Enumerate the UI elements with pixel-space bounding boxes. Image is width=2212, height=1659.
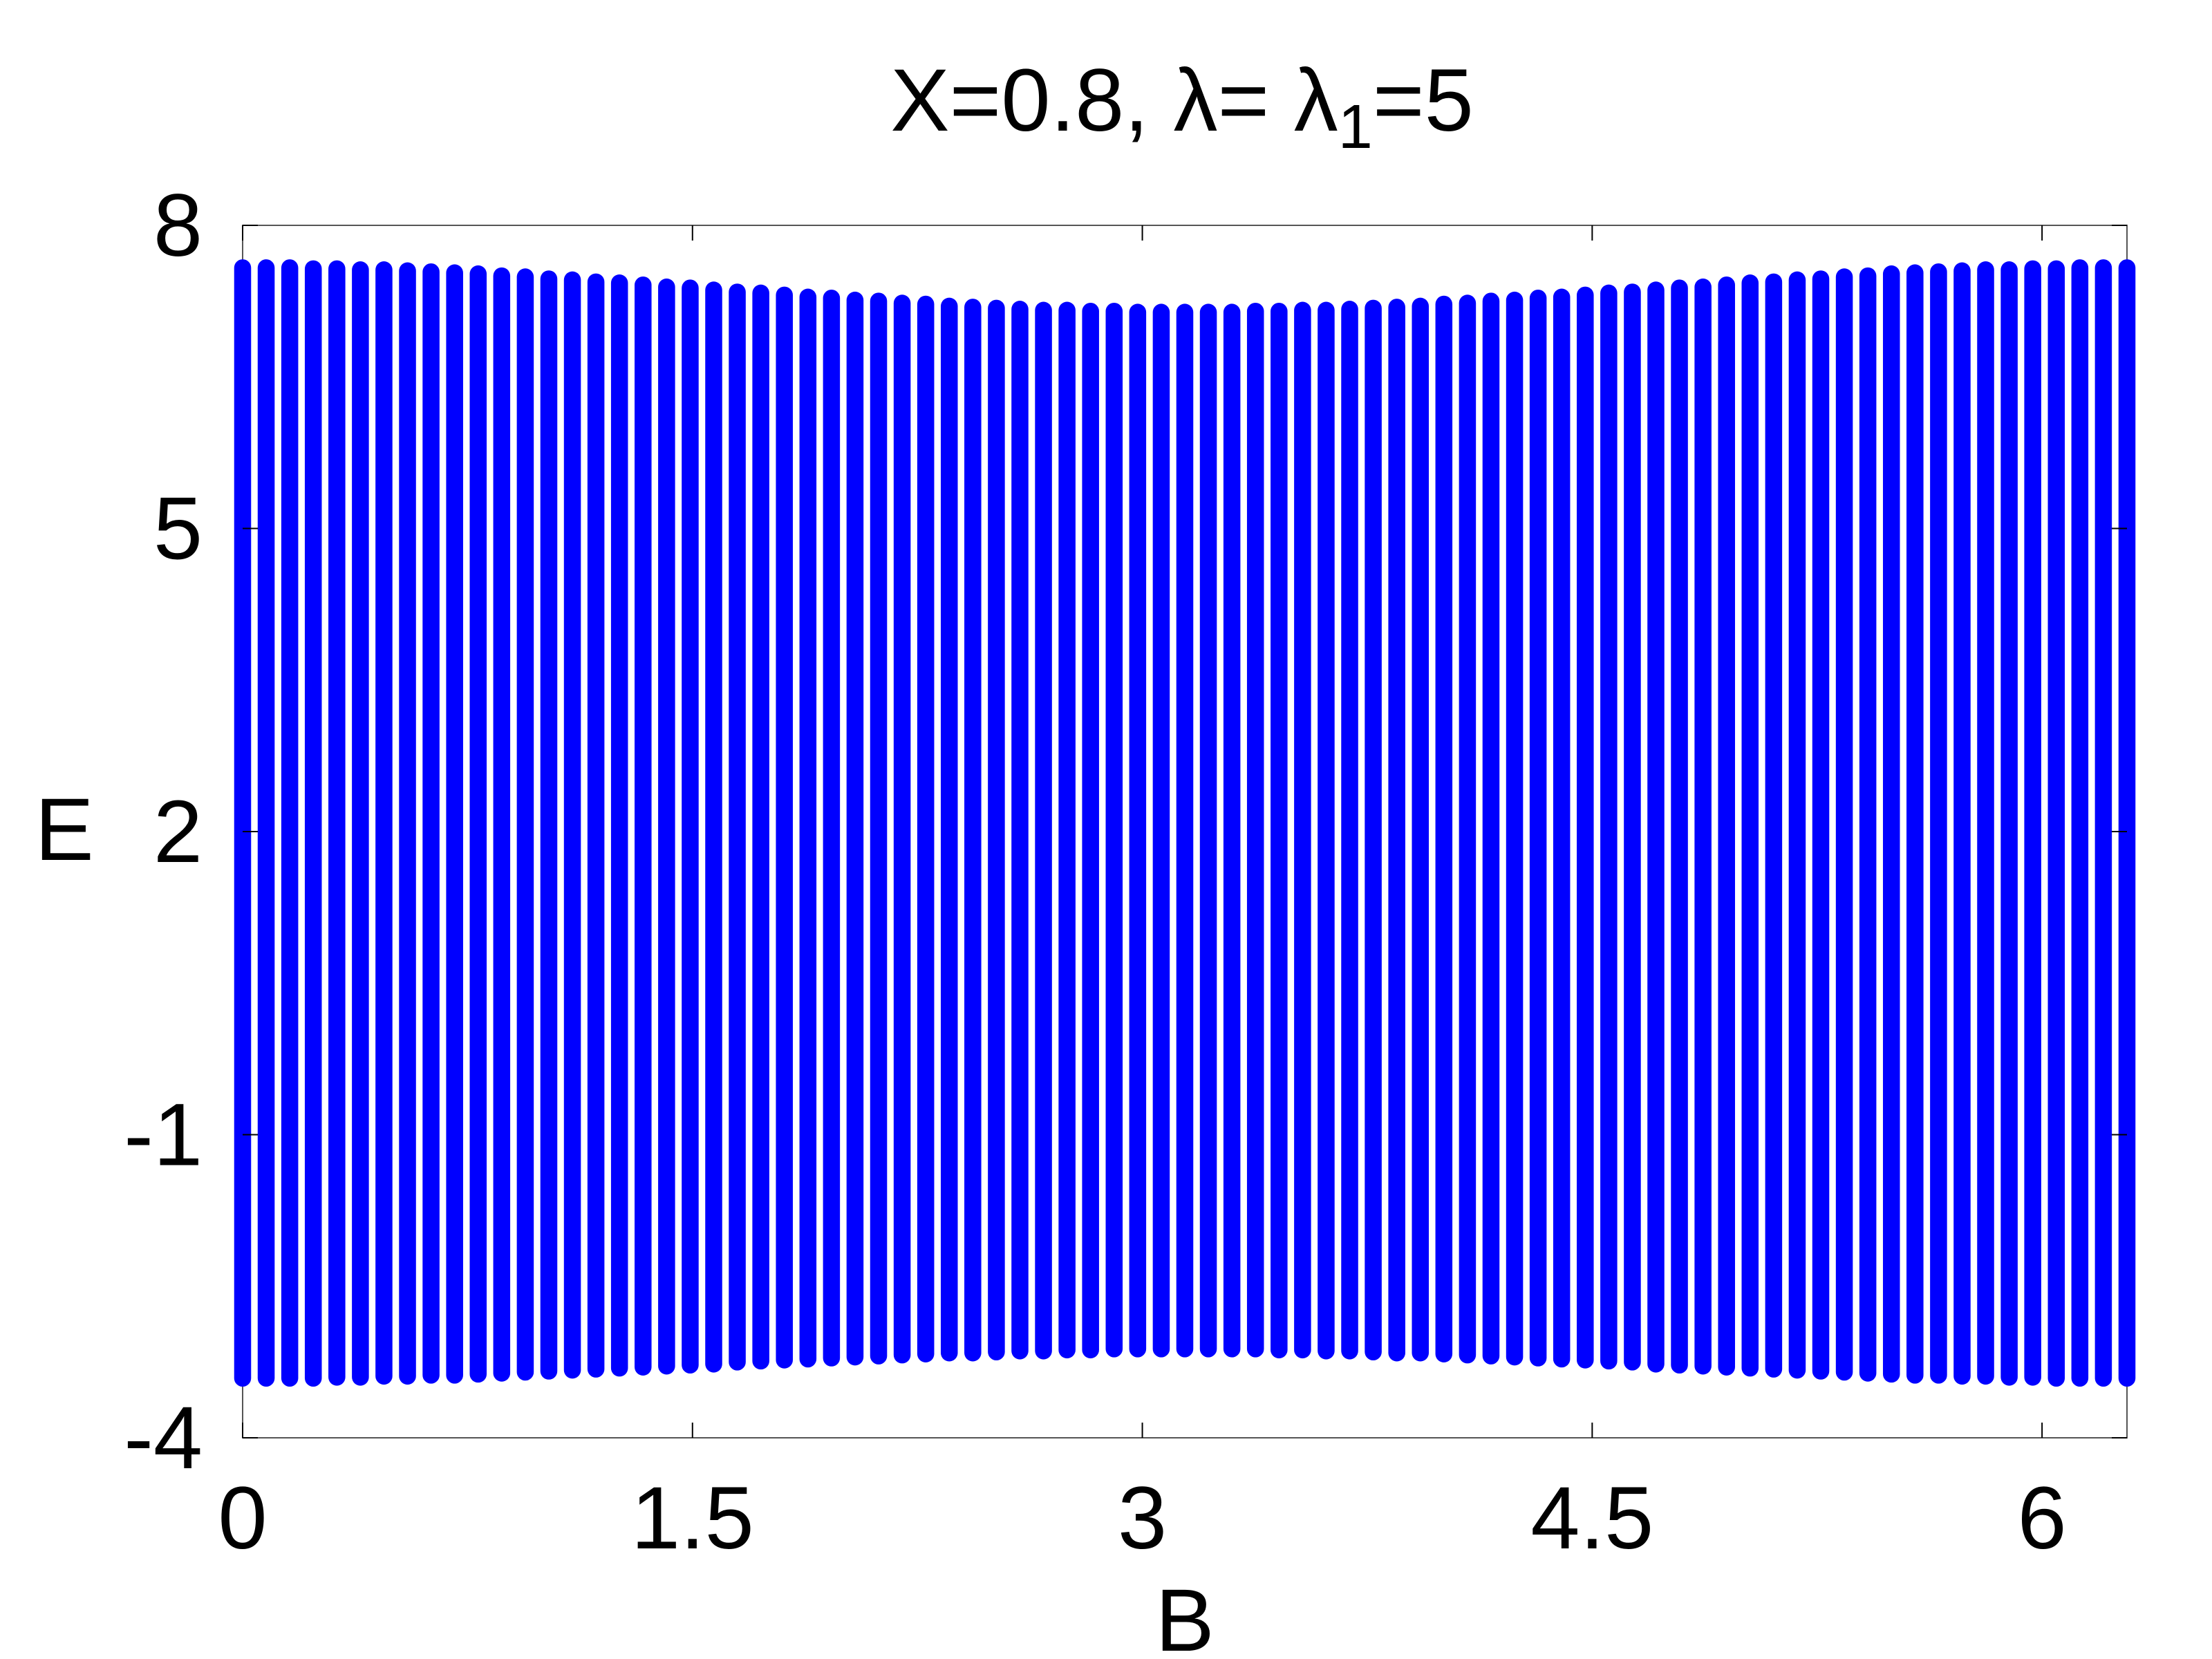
y-tick-label: -4 xyxy=(124,1389,203,1488)
y-tick-label: -1 xyxy=(124,1085,203,1184)
title-suffix: =5 xyxy=(1373,51,1474,150)
y-tick-label: 5 xyxy=(153,479,203,578)
chart-title: X=0.8, λ= λ1=5 xyxy=(890,51,1474,162)
title-subscript: 1 xyxy=(1338,93,1373,162)
y-axis-label: E xyxy=(35,780,93,879)
x-tick-label: 4.5 xyxy=(1530,1469,1653,1568)
x-axis-label: B xyxy=(1155,1571,1214,1659)
title-main: X=0.8, λ= λ xyxy=(890,51,1338,150)
x-tick-label: 1.5 xyxy=(631,1469,754,1568)
x-tick-label: 3 xyxy=(1118,1469,1167,1568)
x-tick-label: 0 xyxy=(218,1469,267,1568)
x-tick-label: 6 xyxy=(2018,1469,2067,1568)
y-tick-label: 2 xyxy=(153,782,203,881)
y-tick-label: 8 xyxy=(153,176,203,275)
